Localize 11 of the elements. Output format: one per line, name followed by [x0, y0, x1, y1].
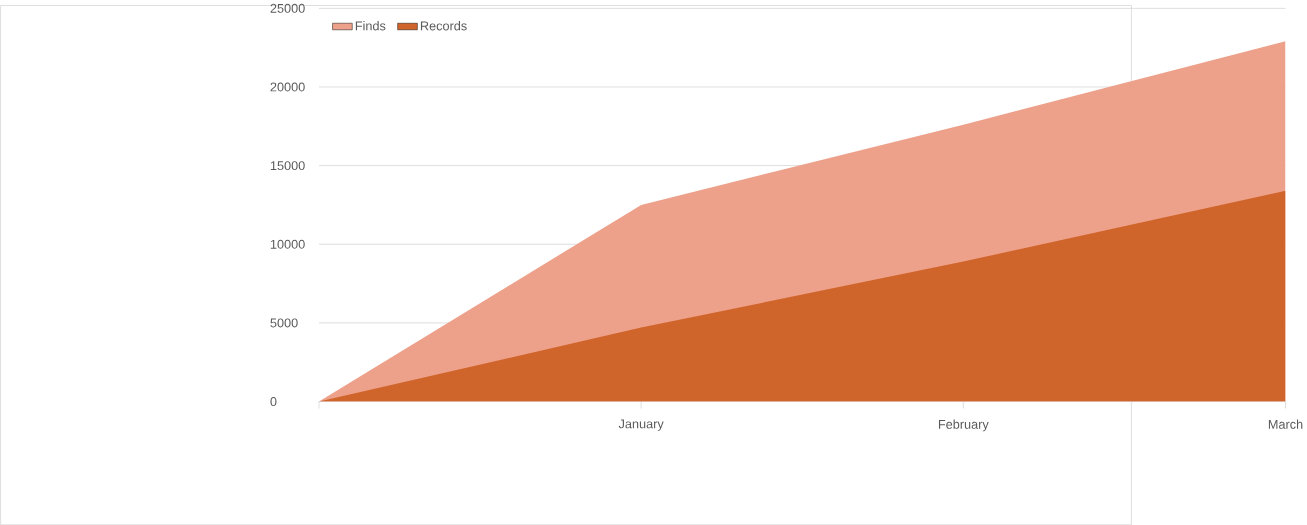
legend-label: Finds: [355, 20, 386, 31]
y-tick-label: 0: [270, 396, 277, 406]
y-tick-label: 5000: [270, 318, 298, 328]
x-tick-label: January: [618, 419, 664, 431]
y-tick-label: 15000: [270, 160, 305, 170]
x-tick-label: February: [938, 419, 989, 432]
x-tick-label: March: [1268, 419, 1303, 429]
y-tick-label: 10000: [270, 239, 305, 249]
y-tick-label: 20000: [270, 82, 305, 92]
y-tick-label: 25000: [270, 3, 305, 13]
legend-label: Records: [420, 20, 467, 31]
